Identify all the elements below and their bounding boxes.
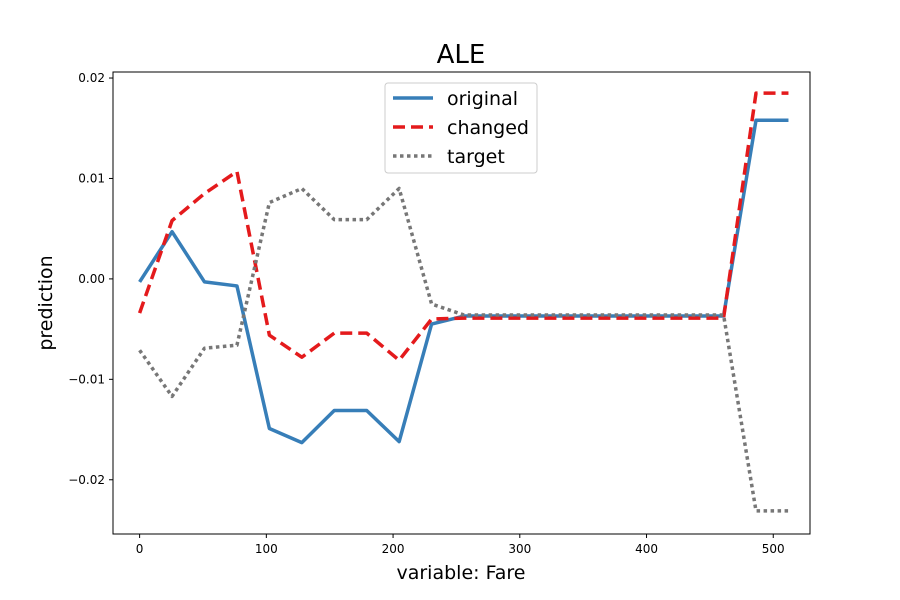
y-tick-label: 0.01 [78, 171, 105, 185]
legend-label-original: original [447, 88, 518, 110]
legend-box [384, 82, 538, 174]
legend: original changed target [384, 82, 538, 174]
x-tick-label: 200 [382, 542, 405, 556]
legend-label-target: target [447, 146, 505, 168]
x-tick-label: 0 [136, 542, 144, 556]
x-axis-label: variable: Fare [396, 562, 525, 584]
x-ticks: 0 100 200 300 400 500 [136, 534, 785, 556]
y-tick-label: −0.01 [68, 372, 105, 386]
x-tick-label: 100 [255, 542, 278, 556]
x-tick-label: 400 [635, 542, 658, 556]
plot-frame [112, 71, 811, 535]
x-tick-label: 300 [508, 542, 531, 556]
chart-title: ALE [437, 40, 486, 70]
series-layer [137, 91, 789, 513]
y-tick-label: 0.02 [78, 71, 105, 85]
y-axis-label: prediction [35, 255, 57, 350]
legend-entries: original changed target [393, 88, 529, 168]
y-tick-label: −0.02 [68, 473, 105, 487]
legend-label-changed: changed [447, 117, 529, 139]
y-ticks: −0.02 −0.01 0.00 0.01 0.02 [68, 71, 113, 487]
y-tick-label: 0.00 [78, 272, 105, 286]
x-tick-label: 500 [762, 542, 785, 556]
